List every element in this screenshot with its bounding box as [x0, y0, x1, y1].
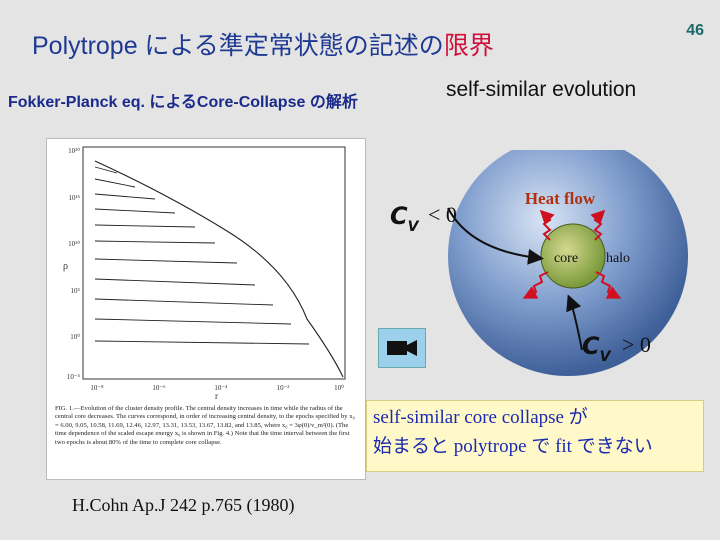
heat-flow-label: Heat flow: [525, 189, 596, 208]
heat-flow-diagram: Heat flow core halo CV < 0 CV > 0: [390, 150, 688, 376]
plot-frame: [82, 146, 346, 380]
citation: H.Cohn Ap.J 242 p.765 (1980): [72, 495, 295, 515]
conclusion-box: self-similar core collapse が 始まると polytr…: [366, 400, 704, 472]
paper-figure: 10²⁰ 10¹⁵ 10¹⁰ 10⁵ 10⁰ 10⁻⁵ ρ 10⁻⁸ 10⁻⁶ …: [46, 138, 366, 480]
conclusion-line: self-similar core collapse が: [373, 407, 588, 428]
core-label: core: [554, 251, 578, 266]
halo-label: halo: [606, 251, 630, 266]
conclusion-line: 始まると polytrope で fit できない: [373, 436, 653, 457]
page-number: 46: [686, 22, 704, 39]
x-tick-label: 10⁰: [334, 384, 344, 392]
y-axis-label: ρ: [63, 261, 68, 272]
y-tick-label: 10²⁰: [68, 147, 80, 155]
x-tick-label: 10⁻⁴: [214, 384, 228, 392]
cv-positive-value: > 0: [622, 332, 651, 357]
slide-subtitle: Fokker-Planck eq. によるCore-Collapse の解析: [8, 94, 358, 111]
x-tick-label: 10⁻⁸: [90, 384, 104, 392]
slide-title: Polytrope による準定常状態の記述の限界: [32, 32, 494, 60]
x-tick-label: 10⁻²: [277, 384, 290, 392]
figure-caption: FIG. 1.—Evolution of the cluster density…: [55, 405, 355, 446]
title-highlight: 限界: [443, 32, 494, 60]
cv-negative-symbol: CV: [390, 202, 420, 235]
x-axis-label: r: [215, 391, 218, 401]
x-tick-label: 10⁻⁶: [152, 384, 166, 392]
self-similar-label: self-similar evolution: [446, 78, 637, 101]
cv-negative-arrow: [447, 207, 544, 265]
cv-positive-symbol: CV: [582, 332, 612, 365]
density-envelope-curve: [94, 160, 344, 378]
y-tick-label: 10⁰: [70, 333, 80, 341]
density-profile-plateaus: [94, 166, 310, 345]
heat-wave-arrows: [522, 209, 622, 299]
cv-negative-value: < 0: [428, 202, 457, 227]
cv-positive-arrow: [566, 294, 583, 351]
y-tick-label: 10⁵: [71, 287, 81, 295]
y-tick-label: 10⁻⁵: [67, 373, 81, 381]
y-tick-label: 10¹⁵: [68, 194, 80, 202]
video-camera-icon[interactable]: [378, 328, 426, 368]
y-tick-label: 10¹⁰: [68, 240, 80, 248]
